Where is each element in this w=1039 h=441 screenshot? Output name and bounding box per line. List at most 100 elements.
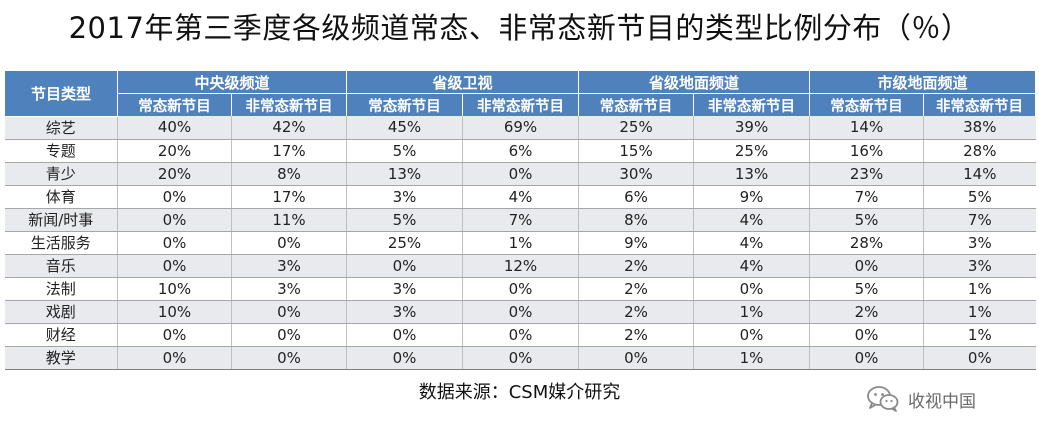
table-cell: 0% (230, 300, 347, 324)
table-cell: 0% (346, 323, 463, 347)
table-cell: 0% (117, 254, 232, 278)
table-cell: 10% (117, 277, 232, 301)
watermark: 收视中国 (866, 384, 976, 414)
sub-header: 非常态新节目 (230, 93, 348, 116)
table-row: 教学 0% 0% 0% 0% 0% 1% 0% 0% (4, 346, 1036, 370)
table-cell: 7% (462, 208, 579, 232)
table-cell: 2% (578, 277, 694, 301)
table-cell: 1% (923, 300, 1036, 324)
table-cell: 0% (693, 277, 810, 301)
table-cell: 8% (230, 162, 347, 186)
row-label: 青少 (4, 162, 118, 186)
table-cell: 0% (693, 323, 810, 347)
table-cell: 0% (462, 162, 579, 186)
row-label: 教学 (4, 346, 118, 370)
table-cell: 11% (230, 208, 347, 232)
table-cell: 2% (578, 323, 694, 347)
table-cell: 15% (578, 139, 694, 163)
table-cell: 0% (346, 254, 463, 278)
table-cell: 0% (462, 300, 579, 324)
sub-header-row: 常态新节目 非常态新节目 常态新节目 非常态新节目 常态新节目 非常态新节目 常… (5, 93, 1037, 116)
table-cell: 1% (462, 231, 579, 255)
table-cell: 5% (809, 208, 924, 232)
table-cell: 9% (693, 185, 810, 209)
row-label: 生活服务 (4, 231, 118, 255)
table-cell: 5% (809, 277, 924, 301)
table-cell: 3% (346, 277, 463, 301)
table-cell: 69% (462, 116, 579, 140)
table-cell: 13% (693, 162, 810, 186)
row-label: 体育 (4, 185, 118, 209)
table-row: 戏剧 10% 0% 3% 0% 2% 1% 2% 1% (4, 300, 1036, 324)
table-cell: 5% (346, 208, 463, 232)
table-cell: 4% (693, 231, 810, 255)
group-header-row: 节目类型 中央级频道 省级卫视 省级地面频道 市级地面频道 (4, 71, 1037, 117)
table-cell: 3% (923, 231, 1036, 255)
table-cell: 5% (346, 139, 463, 163)
sub-header: 非常态新节目 (462, 93, 580, 116)
chart-title: 2017年第三季度各级频道常态、非常态新节目的类型比例分布（％） (68, 11, 971, 45)
table-cell: 0% (809, 346, 924, 370)
row-header-label: 节目类型 (4, 71, 118, 117)
table-cell: 13% (346, 162, 463, 186)
table-cell: 28% (809, 231, 924, 255)
table-cell: 1% (693, 346, 810, 370)
table-cell: 45% (346, 116, 463, 140)
row-label: 财经 (4, 323, 118, 347)
table-row: 新闻/时事 0% 11% 5% 7% 8% 4% 5% 7% (4, 208, 1036, 232)
table-cell: 17% (230, 185, 347, 209)
table-cell: 28% (923, 139, 1036, 163)
table-cell: 0% (346, 346, 463, 370)
table-row: 法制 10% 3% 3% 0% 2% 0% 5% 1% (4, 277, 1036, 301)
table-cell: 2% (809, 300, 924, 324)
table-cell: 42% (230, 116, 347, 140)
table-row: 生活服务 0% 0% 25% 1% 9% 4% 28% 3% (4, 231, 1036, 255)
table-cell: 3% (346, 185, 463, 209)
table-cell: 0% (230, 231, 347, 255)
table-cell: 0% (230, 323, 347, 347)
table-cell: 2% (578, 254, 694, 278)
table-cell: 1% (923, 323, 1036, 347)
table-cell: 14% (809, 116, 924, 140)
table-cell: 0% (117, 208, 232, 232)
table-cell: 3% (346, 300, 463, 324)
group-header: 省级卫视 (346, 71, 580, 94)
table-cell: 0% (117, 185, 232, 209)
table-cell: 2% (578, 300, 694, 324)
table-cell: 0% (809, 254, 924, 278)
table-cell: 38% (923, 116, 1036, 140)
group-header: 市级地面频道 (809, 71, 1037, 94)
table-cell: 9% (578, 231, 694, 255)
table-cell: 20% (117, 139, 232, 163)
table-cell: 6% (462, 139, 579, 163)
sub-header: 非常态新节目 (693, 93, 811, 116)
table-cell: 12% (462, 254, 579, 278)
row-label: 音乐 (4, 254, 118, 278)
table-cell: 7% (809, 185, 924, 209)
table-cell: 39% (693, 116, 810, 140)
table-cell: 0% (809, 323, 924, 347)
table-cell: 0% (117, 323, 232, 347)
table-cell: 0% (462, 346, 579, 370)
table-cell: 5% (923, 185, 1036, 209)
table-cell: 3% (923, 254, 1036, 278)
data-table: 节目类型 中央级频道 省级卫视 省级地面频道 市级地面频道 常态新节目 非常态新… (4, 71, 1037, 370)
table-row: 音乐 0% 3% 0% 12% 2% 4% 0% 3% (4, 254, 1036, 278)
table-cell: 0% (230, 346, 347, 370)
table-cell: 6% (578, 185, 694, 209)
sub-header: 常态新节目 (578, 93, 695, 116)
table-row: 体育 0% 17% 3% 4% 6% 9% 7% 5% (4, 185, 1036, 209)
table-cell: 23% (809, 162, 924, 186)
table-cell: 25% (693, 139, 810, 163)
table-cell: 3% (230, 254, 347, 278)
row-label: 新闻/时事 (4, 208, 118, 232)
table-cell: 30% (578, 162, 694, 186)
table-cell: 4% (693, 254, 810, 278)
table-cell: 1% (693, 300, 810, 324)
table-row: 专题 20% 17% 5% 6% 15% 25% 16% 28% (4, 139, 1036, 163)
table-cell: 20% (117, 162, 232, 186)
table-cell: 7% (923, 208, 1036, 232)
table-cell: 0% (923, 346, 1036, 370)
table-cell: 8% (578, 208, 694, 232)
table-cell: 14% (923, 162, 1036, 186)
